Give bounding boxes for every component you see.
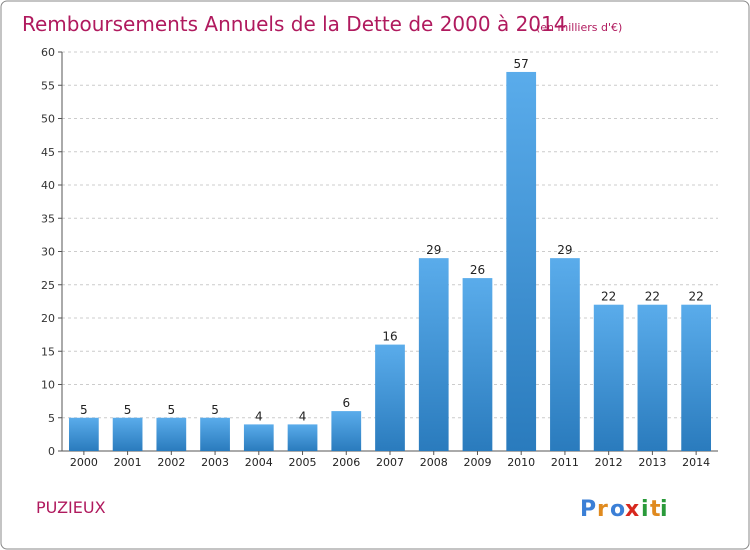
bar-2000 [68,417,99,451]
y-tick-label: 50 [41,113,55,126]
data-label-2010: 57 [514,57,529,71]
logo-letter: i [660,497,668,522]
bar-2008 [418,258,449,451]
data-label-2012: 22 [601,290,616,304]
bar-2011 [550,258,580,451]
data-label-2001: 5 [124,403,132,417]
x-tick-label-2001: 2001 [114,456,142,469]
data-label-2011: 29 [557,243,572,257]
data-label-2003: 5 [211,403,219,417]
y-tick-label: 10 [41,379,55,392]
bar-2009 [462,278,493,451]
x-tick-label-2009: 2009 [463,456,491,469]
chart-title: Remboursements Annuels de la Dette de 20… [22,12,566,36]
bar-2003 [200,417,230,451]
y-axis-ticks: 0 5 10 15 20 25 30 35 40 45 50 55 60 [41,46,55,458]
bar-2001 [112,417,143,451]
x-axis-ticks: 2000 2001 2002 2003 2004 2005 2006 2007 2008 2009… [70,456,710,469]
y-tick-label: 20 [41,312,55,325]
x-tick-label-2012: 2012 [595,456,623,469]
y-tick-label: 40 [41,179,55,192]
x-tick-label-2008: 2008 [420,456,448,469]
y-tick-label: 15 [41,345,55,358]
x-tick-label-2006: 2006 [332,456,360,469]
x-tick-label-2011: 2011 [551,456,579,469]
place-name: PUZIEUX [36,498,106,517]
bar-2004 [243,424,274,451]
bar-2010 [506,71,537,451]
y-tick-label: 60 [41,46,55,59]
data-label-2009: 26 [470,263,485,277]
y-tick-label: 30 [41,246,55,259]
x-tick-label-2000: 2000 [70,456,98,469]
data-label-2006: 6 [342,396,350,410]
logo-letter: t [650,497,661,522]
data-labels: 5 5 5 5 4 4 6 16 29 26 57 29 22 22 22 [80,57,704,423]
data-label-2005: 4 [299,409,307,423]
logo-letter: P [580,497,596,522]
bar-2013 [637,304,668,451]
x-tick-label-2014: 2014 [682,456,710,469]
bar-2014 [681,304,712,451]
chart-subtitle: (en milliers d'€) [536,21,622,34]
x-tick-label-2007: 2007 [376,456,404,469]
bar-2012 [593,304,624,451]
x-tick-label-2003: 2003 [201,456,229,469]
bar-2007 [375,344,405,451]
bar-2006 [331,411,362,451]
data-label-2000: 5 [80,403,88,417]
y-tick-label: 25 [41,279,55,292]
y-tick-label: 35 [41,212,55,225]
x-tick-label-2004: 2004 [245,456,273,469]
y-tick-label: 45 [41,146,55,159]
data-label-2014: 22 [688,290,703,304]
bars [68,71,712,451]
logo-letter: i [641,497,649,522]
y-tick-label: 55 [41,79,55,92]
x-tick-label-2002: 2002 [157,456,185,469]
bar-2002 [156,417,187,451]
x-tick-label-2010: 2010 [507,456,535,469]
logo-letter: x [625,497,639,522]
x-tick-label-2013: 2013 [638,456,666,469]
x-tick-label-2005: 2005 [289,456,317,469]
y-tick-label: 5 [48,412,55,425]
logo-letter: r [597,497,608,522]
data-label-2004: 4 [255,409,263,423]
bar-2005 [287,424,318,451]
data-label-2002: 5 [168,403,176,417]
data-label-2008: 29 [426,243,441,257]
data-label-2007: 16 [382,330,397,344]
data-label-2013: 22 [645,290,660,304]
y-tick-label: 0 [48,445,55,458]
logo-letter: o [610,497,625,522]
